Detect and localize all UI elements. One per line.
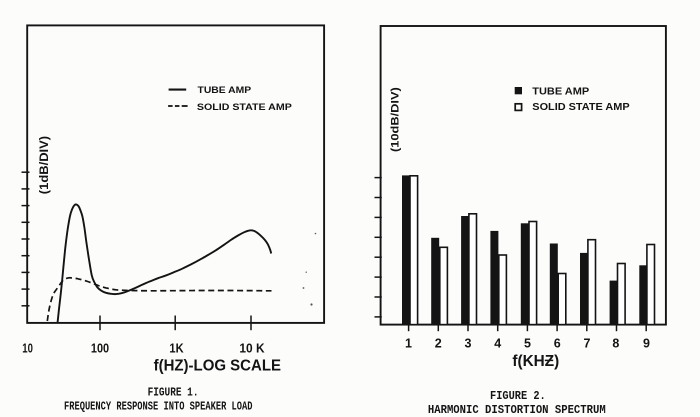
svg-text:8: 8 (612, 337, 619, 351)
svg-text:SOLID STATE AMP: SOLID STATE AMP (532, 102, 630, 113)
svg-text:2: 2 (435, 337, 442, 351)
svg-text:5: 5 (524, 337, 531, 351)
svg-text:10 K: 10 K (239, 341, 265, 356)
svg-text:9: 9 (643, 337, 650, 351)
svg-text:6: 6 (554, 337, 561, 351)
svg-text:HARMONIC DISTORTION SPECTRUM: HARMONIC DISTORTION SPECTRUM (428, 403, 606, 417)
svg-text:7: 7 (584, 337, 591, 351)
svg-text:TUBE AMP: TUBE AMP (532, 87, 589, 98)
svg-text:f(KHZ): f(KHZ) (512, 353, 559, 370)
svg-text:1K: 1K (169, 341, 184, 356)
svg-text:1: 1 (405, 337, 412, 351)
svg-text:10: 10 (22, 341, 33, 356)
svg-text:3: 3 (465, 337, 472, 351)
svg-text:f(HZ)-LOG SCALE: f(HZ)-LOG SCALE (154, 357, 282, 374)
svg-text:FIGURE 1.: FIGURE 1. (148, 385, 199, 399)
svg-text:FIGURE 2.: FIGURE 2. (490, 389, 546, 403)
svg-text:(10dB/DIV): (10dB/DIV) (389, 87, 401, 152)
svg-text:FREQUENCY RESPONSE INTO SPEAKE: FREQUENCY RESPONSE INTO SPEAKER LOAD (64, 399, 253, 413)
svg-text:100: 100 (91, 341, 109, 356)
svg-text:4: 4 (494, 337, 501, 351)
svg-text:SOLID STATE AMP: SOLID STATE AMP (197, 102, 293, 113)
svg-text:(1dB/DIV): (1dB/DIV) (37, 136, 51, 194)
svg-text:TUBE AMP: TUBE AMP (198, 85, 252, 96)
